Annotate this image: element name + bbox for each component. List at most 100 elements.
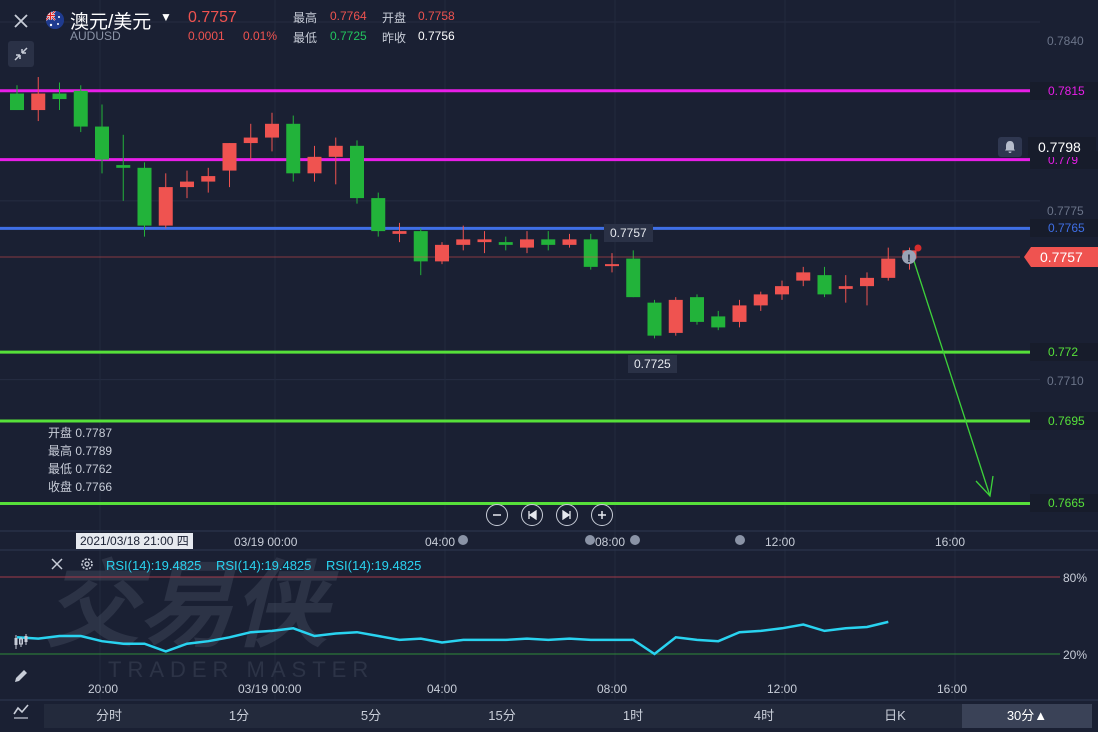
candle-body	[668, 299, 683, 333]
current-price-tag: 0.7757	[1024, 247, 1098, 267]
close-icon	[14, 14, 28, 28]
candlesticks	[10, 77, 917, 339]
candle	[201, 167, 216, 193]
candle-body	[201, 176, 216, 182]
candle-body	[690, 297, 704, 322]
price-change-percent: 0.01%	[243, 29, 278, 43]
candle-body	[647, 302, 662, 336]
candle-body	[392, 231, 407, 234]
crosshair-date: 2021/03/18 21:00 四	[76, 533, 193, 549]
symbol-code: AUDUSD	[70, 29, 121, 43]
rsi-close-button[interactable]	[50, 557, 64, 576]
candle-body	[328, 145, 343, 157]
event-marker[interactable]	[735, 535, 745, 545]
symbol-title[interactable]: 澳元/美元	[70, 12, 152, 33]
candle	[10, 85, 24, 111]
tab-4hour[interactable]: 4时	[753, 708, 775, 723]
open-label: 开盘	[382, 11, 407, 25]
alert-bell-icon[interactable]	[998, 137, 1022, 157]
tab-1hour[interactable]: 1时	[622, 708, 644, 723]
candle-body	[350, 145, 364, 199]
bottom-time-label: 04:00	[427, 682, 458, 696]
collapse-icon	[14, 47, 28, 61]
event-marker[interactable]	[585, 535, 595, 545]
candle-body	[10, 93, 24, 111]
event-marker[interactable]	[630, 535, 640, 545]
candle	[711, 310, 726, 331]
price-axis-label: 0.7840	[1047, 34, 1084, 48]
candle	[796, 266, 811, 287]
close-button[interactable]	[8, 8, 34, 34]
candle	[583, 233, 598, 270]
tab-1min[interactable]: 1分	[228, 708, 250, 723]
candle-body	[732, 305, 747, 322]
rsi-settings-button[interactable]	[80, 557, 94, 576]
candle-body	[817, 275, 832, 295]
symbol-dropdown-icon[interactable]: ▼	[160, 10, 172, 24]
candle	[647, 299, 662, 339]
candle-body	[562, 239, 577, 245]
tab-timeshare[interactable]: 分时	[95, 708, 122, 723]
alert-price-tag[interactable]: 0.7798	[1028, 137, 1096, 157]
candle-close: 收盘 0.7766	[48, 480, 113, 494]
candle-body	[860, 277, 874, 287]
candle	[435, 242, 449, 265]
candle	[753, 291, 768, 311]
jump-end-button[interactable]	[556, 504, 578, 526]
candle-body	[307, 156, 322, 174]
rsi-level-high: 80%	[1063, 571, 1088, 585]
skip-forward-icon	[562, 510, 571, 520]
svg-text:!: !	[907, 253, 911, 265]
candle	[456, 225, 471, 251]
low-value: 0.7725	[330, 29, 367, 43]
event-marker[interactable]	[458, 535, 468, 545]
rsi-line	[16, 620, 889, 656]
max-price-marker: 0.7757	[604, 224, 653, 242]
price-change: 0.0001	[188, 29, 225, 43]
jump-start-button[interactable]	[521, 504, 543, 526]
candle	[31, 77, 46, 122]
candle	[498, 236, 513, 251]
candle	[350, 140, 364, 204]
zoom-in-button[interactable]	[591, 504, 613, 526]
candle	[668, 297, 683, 336]
candle-body	[243, 137, 258, 144]
candle	[775, 280, 789, 300]
time-label: 08:00	[595, 535, 626, 549]
bottom-time-label: 12:00	[767, 682, 798, 696]
skip-back-icon	[528, 510, 537, 520]
tab-30min[interactable]: 30分▲	[962, 704, 1092, 728]
tab-daily[interactable]: 日K	[884, 708, 906, 723]
candle-open: 开盘 0.7787	[48, 426, 113, 440]
tab-15min[interactable]: 15分	[488, 708, 516, 723]
australia-flag-icon	[46, 11, 64, 29]
candle	[286, 115, 301, 182]
low-label: 最低	[293, 31, 318, 45]
draw-tool-button[interactable]	[8, 663, 34, 689]
bottom-time-label: 03/19 00:00	[238, 682, 302, 696]
indicator-button[interactable]	[8, 698, 34, 724]
candle-type-button[interactable]	[8, 629, 34, 655]
tab-5min[interactable]: 5分	[360, 708, 382, 723]
candle-body	[265, 123, 279, 138]
price-axis-label: 0.7775	[1047, 204, 1084, 218]
candle-high: 最高 0.7789	[48, 444, 113, 458]
level-label: 0.7815	[1030, 81, 1098, 100]
candle	[477, 231, 492, 254]
candle-body	[413, 231, 428, 262]
candle-body	[711, 316, 726, 328]
candle	[541, 231, 556, 251]
candle-body	[775, 286, 789, 295]
horizontal-levels	[0, 89, 1030, 505]
candle	[817, 266, 832, 298]
candle	[307, 145, 322, 182]
zoom-out-button[interactable]	[486, 504, 508, 526]
candle-low: 最低 0.7762	[48, 462, 113, 476]
info-icon[interactable]: !	[902, 244, 922, 266]
arrow-drawing[interactable]	[912, 257, 994, 498]
rsi-label: RSI(14):19.4825	[216, 558, 312, 573]
level-label: 0.772	[1030, 343, 1098, 362]
collapse-button[interactable]	[8, 41, 34, 67]
price-axis-label: 0.7710	[1047, 374, 1084, 388]
